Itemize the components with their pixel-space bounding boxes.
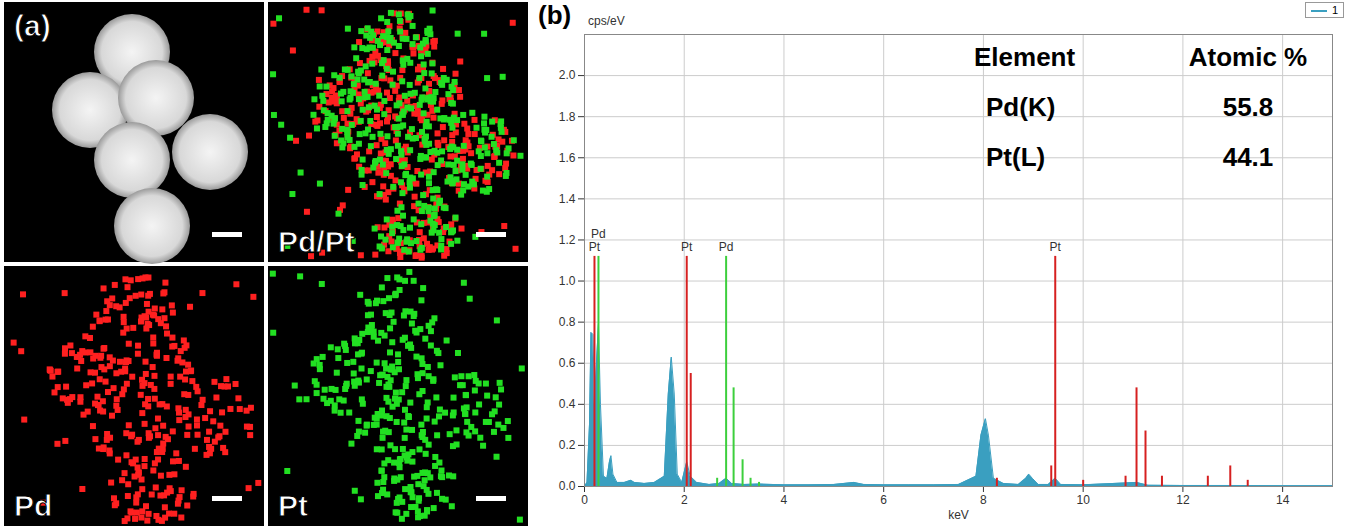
svg-text:0.2: 0.2 (559, 438, 576, 452)
html-text:Pt(L): Pt(L) (986, 142, 1046, 172)
html-text:1: 1 (1331, 4, 1338, 16)
html-text:Pd(K): Pd(K) (986, 92, 1056, 122)
svg-text:1.2: 1.2 (559, 233, 576, 247)
svg-text:Pd: Pd (14, 489, 52, 522)
svg-text:1.0: 1.0 (559, 274, 576, 288)
svg-text:0.0: 0.0 (559, 479, 576, 493)
svg-text:0: 0 (581, 493, 588, 507)
svg-text:10: 10 (1076, 493, 1090, 507)
svg-text:Pd: Pd (591, 227, 606, 241)
svg-text:Pt: Pt (681, 240, 693, 254)
svg-text:1.6: 1.6 (559, 151, 576, 165)
svg-text:Pd/Pt: Pd/Pt (278, 225, 355, 258)
svg-text:8: 8 (980, 493, 987, 507)
svg-text:14: 14 (1276, 493, 1290, 507)
svg-text:2: 2 (681, 493, 688, 507)
svg-text:1.4: 1.4 (559, 192, 576, 206)
html-text:44.1: 44.1 (1222, 142, 1274, 172)
svg-text:1.8: 1.8 (559, 110, 576, 124)
svg-text:12: 12 (1176, 493, 1190, 507)
svg-text:4: 4 (781, 493, 788, 507)
html-text:cps/eV: cps/eV (588, 14, 625, 28)
html-text:Atomic %: Atomic % (1188, 42, 1308, 72)
svg-text:2.0: 2.0 (559, 68, 576, 82)
svg-text:0.4: 0.4 (559, 397, 576, 411)
svg-text:0.6: 0.6 (559, 356, 576, 370)
svg-text:keV: keV (948, 508, 969, 522)
svg-text:0.8: 0.8 (559, 315, 576, 329)
svg-text:(a): (a) (14, 9, 51, 42)
svg-text:Pt: Pt (1050, 240, 1062, 254)
html-text:(b): (b) (538, 0, 572, 30)
svg-text:Pd: Pd (719, 240, 734, 254)
html-text:55.8: 55.8 (1222, 92, 1274, 122)
html-text:Element: Element (974, 42, 1076, 72)
svg-text:Pt: Pt (278, 489, 308, 522)
svg-text:Pt: Pt (589, 240, 601, 254)
svg-text:6: 6 (880, 493, 887, 507)
